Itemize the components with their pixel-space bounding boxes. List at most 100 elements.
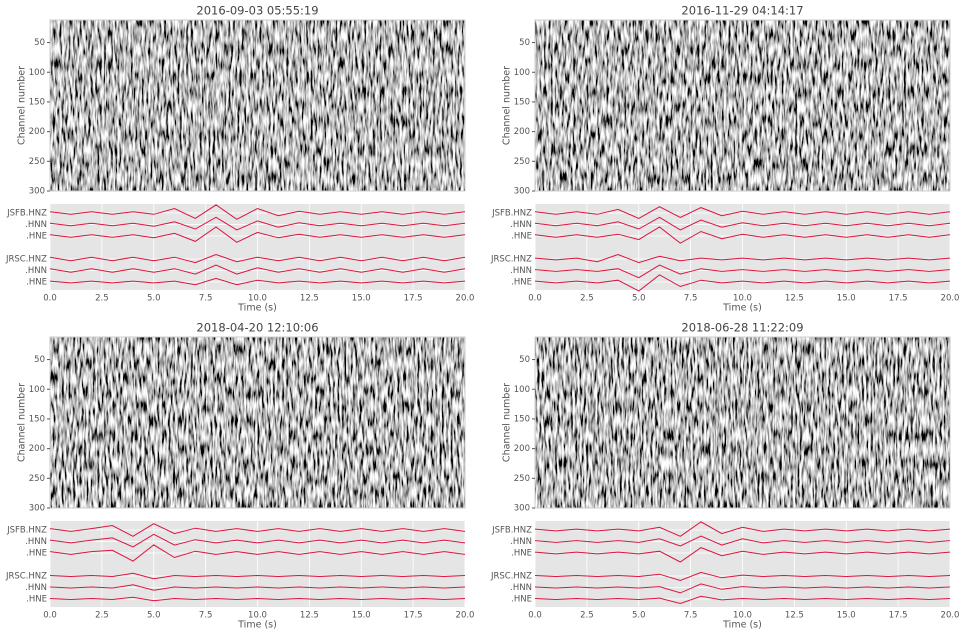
trace-label: JSFB.HNZ: [6, 209, 47, 219]
y-tick-label: 50: [519, 38, 530, 48]
waveform: [534, 226, 951, 244]
y-tick-label: 50: [34, 355, 45, 365]
y-tick-label: 100: [514, 68, 530, 78]
y-tick-label: 250: [514, 157, 530, 167]
x-axis-label: Time (s): [237, 620, 277, 631]
trace-label: JRSC.HNZ: [5, 572, 47, 582]
x-tick-label: 7.5: [199, 294, 213, 304]
trace-label: JSFB.HNZ: [491, 526, 532, 536]
x-tick-label: 17.5: [889, 294, 908, 304]
x-tick-label: 10.0: [733, 611, 752, 621]
y-axis-label: Channel number: [17, 66, 28, 145]
x-tick-label: 15.0: [837, 611, 856, 621]
y-tick-label: 50: [519, 355, 530, 365]
waveform: [534, 216, 951, 231]
das-image: [50, 337, 465, 508]
x-tick-label: 15.0: [352, 611, 371, 621]
y-tick-label: 150: [29, 414, 45, 424]
y-tick-label: 300: [514, 504, 530, 514]
y-tick-label: 250: [29, 157, 45, 167]
waveform: [534, 253, 951, 264]
x-tick-label: 0.0: [43, 611, 57, 621]
y-tick-label: 200: [514, 127, 530, 137]
waveform: [534, 571, 951, 582]
x-tick-label: 12.5: [785, 611, 804, 621]
panel: 2016-09-03 05:55:19 50 100 150 200 250 300 Chan…: [5, 4, 475, 314]
x-axis-label: Time (s): [722, 303, 762, 314]
trace-label: .HNN: [510, 583, 532, 593]
x-tick-label: 15.0: [352, 294, 371, 304]
waveform: [49, 264, 466, 275]
waveform: [49, 277, 466, 286]
y-tick-label: 100: [29, 385, 45, 395]
panel-title: 2018-04-20 12:10:06: [196, 321, 318, 335]
y-tick-label: 300: [514, 187, 530, 197]
panel: 2018-06-28 11:22:09 50 100 150 200 250 300 Chan…: [490, 321, 960, 631]
x-tick-label: 2.5: [95, 611, 109, 621]
x-tick-label: 10.0: [248, 294, 267, 304]
panel-title: 2016-09-03 05:55:19: [196, 4, 318, 18]
image-frame: [49, 336, 466, 509]
trace-label: .HNE: [511, 278, 532, 288]
x-tick-label: 20.0: [456, 294, 475, 304]
y-axis-label: Channel number: [17, 383, 28, 462]
waveform: [49, 584, 466, 591]
trace-label: .HNN: [510, 220, 532, 230]
x-tick-label: 2.5: [580, 611, 594, 621]
y-tick-label: 150: [29, 97, 45, 107]
y-tick-label: 150: [514, 414, 530, 424]
waveform: [49, 204, 466, 220]
waveform: [49, 523, 466, 537]
y-axis-label: Channel number: [502, 66, 513, 145]
y-tick-label: 200: [514, 444, 530, 454]
x-tick-label: 5.0: [147, 611, 161, 621]
x-tick-label: 7.5: [684, 611, 698, 621]
waveform: [534, 206, 951, 219]
panel: 2016-11-29 04:14:17 50 100 150 200 250 300 Chan…: [490, 4, 960, 314]
trace-label: .HNN: [510, 266, 532, 276]
y-tick-label: 200: [29, 127, 45, 137]
x-tick-label: 2.5: [580, 294, 594, 304]
x-tick-label: 17.5: [889, 611, 908, 621]
y-tick-label: 100: [29, 68, 45, 78]
y-tick-label: 50: [34, 38, 45, 48]
y-tick-label: 300: [29, 504, 45, 514]
x-tick-label: 0.0: [528, 294, 542, 304]
x-tick-label: 5.0: [147, 294, 161, 304]
trace-label: .HNN: [510, 537, 532, 547]
x-tick-label: 17.5: [404, 294, 423, 304]
trace-label: .HNN: [25, 266, 47, 276]
x-tick-label: 5.0: [632, 611, 646, 621]
x-tick-label: 17.5: [404, 611, 423, 621]
trace-label: JSFB.HNZ: [6, 526, 47, 536]
panel-title: 2016-11-29 04:14:17: [681, 4, 803, 18]
das-image: [50, 20, 465, 191]
waveform: [49, 226, 466, 243]
x-tick-label: 12.5: [300, 611, 319, 621]
y-tick-label: 100: [514, 385, 530, 395]
x-tick-label: 15.0: [837, 294, 856, 304]
trace-label: .HNE: [26, 549, 47, 559]
x-tick-label: 0.0: [528, 611, 542, 621]
trace-label: .HNE: [511, 549, 532, 559]
waveform: [49, 544, 466, 562]
x-tick-label: 10.0: [248, 611, 267, 621]
trace-label: .HNE: [511, 232, 532, 242]
waveform: [534, 535, 951, 547]
image-frame: [534, 336, 951, 509]
image-frame: [49, 19, 466, 192]
waveform: [534, 583, 951, 594]
x-axis-label: Time (s): [237, 303, 277, 314]
trace-label: JRSC.HNZ: [490, 572, 532, 582]
trace-label: .HNN: [25, 220, 47, 230]
x-tick-label: 2.5: [95, 294, 109, 304]
x-tick-label: 20.0: [941, 611, 960, 621]
panel-title: 2018-06-28 11:22:09: [681, 321, 803, 335]
waveform: [49, 596, 466, 602]
trace-label: JRSC.HNZ: [490, 255, 532, 265]
waveform: [534, 274, 951, 292]
x-tick-label: 0.0: [43, 294, 57, 304]
y-axis-label: Channel number: [502, 383, 513, 462]
